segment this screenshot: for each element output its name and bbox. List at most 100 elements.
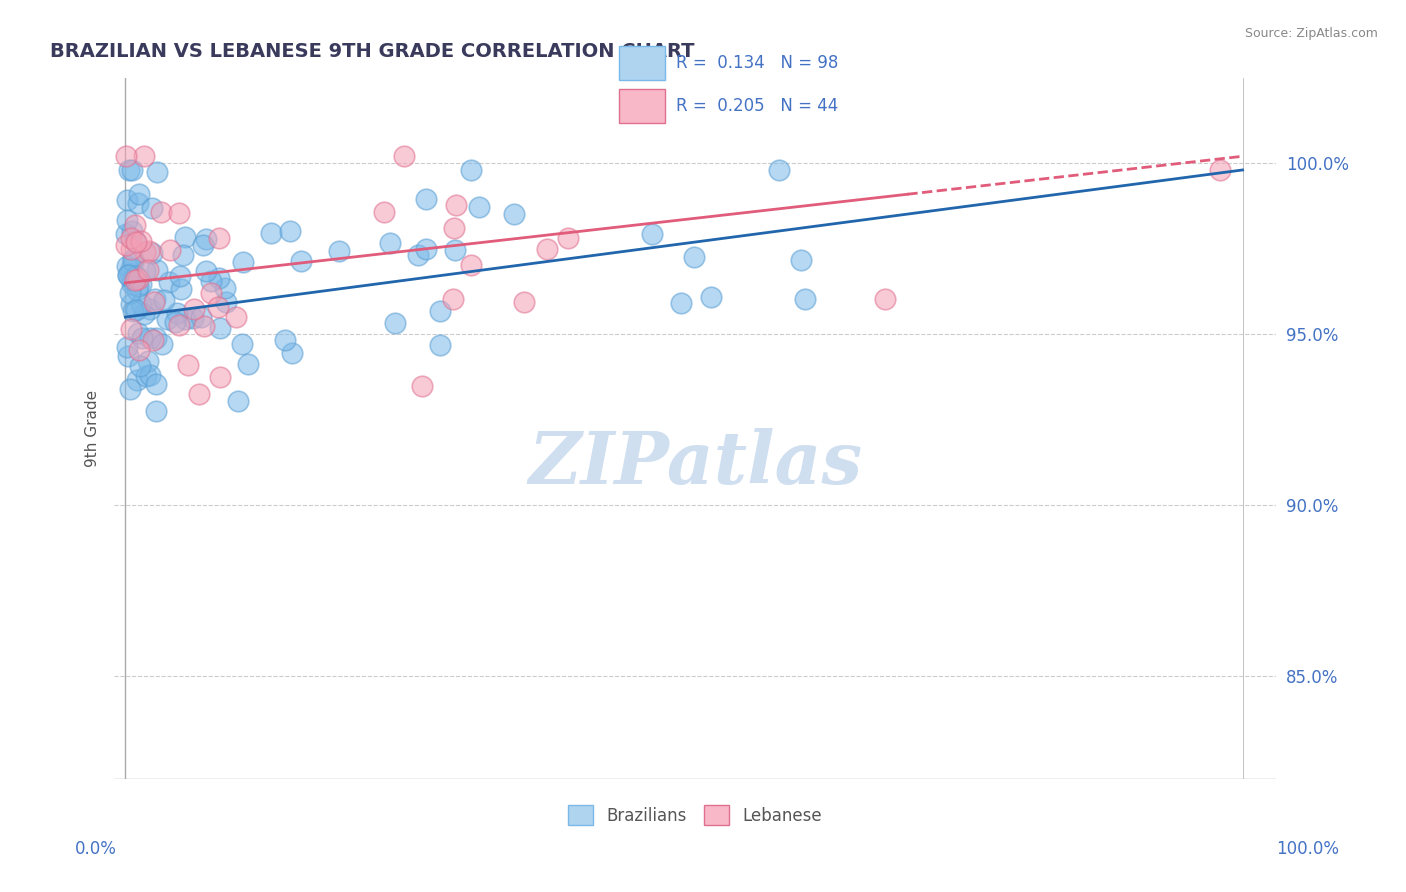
Point [136,354,159,368]
Point [120,230,142,244]
Point [143,294,166,309]
Point [236,357,259,371]
Point [120,382,142,396]
Point [209,369,232,384]
Text: 100.0%: 100.0% [1277,840,1339,858]
Y-axis label: 9th Grade: 9th Grade [86,390,100,467]
Point [117,268,139,282]
Point [121,254,143,268]
Point [169,268,191,283]
Point [669,296,692,310]
Point [794,292,817,306]
Text: R =  0.205   N = 44: R = 0.205 N = 44 [676,97,838,115]
Point [503,206,526,220]
Point [188,387,211,401]
Point [443,220,465,235]
Point [125,373,148,387]
Point [128,343,150,357]
Point [209,321,232,335]
Point [129,234,152,248]
Point [145,292,167,306]
Point [444,198,467,212]
Point [536,242,558,256]
Point [125,283,148,297]
Point [120,261,142,276]
Text: R =  0.134   N = 98: R = 0.134 N = 98 [676,54,838,72]
Point [873,292,896,306]
Text: ZIPatlas: ZIPatlas [529,428,862,499]
Point [170,282,193,296]
Point [131,331,153,345]
Point [118,163,141,178]
Point [232,255,254,269]
Point [281,345,304,359]
Text: 0.0%: 0.0% [75,840,117,858]
Point [228,394,250,409]
Point [700,290,723,304]
Point [328,244,350,258]
Point [384,316,406,330]
Point [115,237,138,252]
Point [150,205,173,219]
Point [115,227,138,242]
Point [129,359,152,373]
Point [142,334,165,348]
Point [141,245,163,260]
Point [115,340,138,354]
Point [120,297,142,311]
Point [640,227,662,241]
Point [120,322,142,336]
Point [139,302,162,317]
Point [181,311,204,326]
Point [183,302,205,317]
Point [176,358,198,372]
Point [194,232,217,246]
Point [174,312,197,326]
Point [125,268,148,283]
Text: BRAZILIAN VS LEBANESE 9TH GRADE CORRELATION CHART: BRAZILIAN VS LEBANESE 9TH GRADE CORRELAT… [51,42,695,61]
Point [127,326,149,340]
Point [208,271,231,285]
Point [290,253,312,268]
Point [127,196,149,211]
Point [146,263,169,277]
Point [129,297,152,311]
Point [415,192,437,206]
Point [115,213,138,227]
Point [1209,163,1232,178]
Point [278,224,301,238]
Point [117,193,139,207]
Point [460,163,482,178]
Point [411,379,433,393]
Point [145,404,167,418]
Point [120,242,142,256]
Legend: Brazilians, Lebanese: Brazilians, Lebanese [560,797,830,834]
Point [129,277,152,292]
Point [134,264,156,278]
Point [139,368,162,383]
Point [138,331,160,345]
Point [200,274,222,288]
Point [406,248,429,262]
Point [214,281,236,295]
Point [467,200,489,214]
Point [231,336,253,351]
Point [115,259,138,273]
Point [118,285,141,300]
Point [159,243,181,257]
Point [274,333,297,347]
Point [557,231,579,245]
Point [135,369,157,384]
Point [415,242,437,256]
Point [190,310,212,324]
Point [429,304,451,318]
Point [172,247,194,261]
Point [173,229,195,244]
Point [259,226,281,240]
Point [127,279,149,293]
Point [134,244,156,259]
Point [768,163,790,178]
Point [225,310,247,324]
Point [125,235,148,249]
Point [193,319,215,334]
